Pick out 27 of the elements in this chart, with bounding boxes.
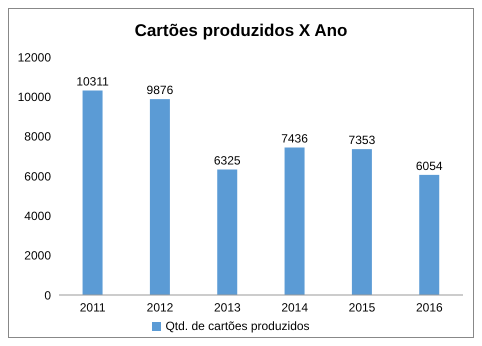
x-tick-label: 2014 — [281, 300, 308, 315]
x-tick-label: 2016 — [416, 300, 444, 315]
y-tick-label: 12000 — [18, 50, 52, 64]
bar — [217, 170, 238, 295]
bar — [284, 148, 305, 295]
data-label: 6054 — [416, 158, 443, 173]
x-tick-label: 2013 — [214, 300, 242, 315]
y-tick-label: 10000 — [18, 90, 52, 104]
data-label: 7353 — [348, 133, 376, 148]
legend-label: Qtd. de cartões produzidos — [165, 319, 310, 333]
chart-title: Cartões produzidos X Ano — [134, 21, 348, 42]
y-tick-label: 8000 — [24, 130, 52, 144]
x-tick-label: 2011 — [80, 300, 106, 315]
data-label: 7436 — [281, 132, 308, 146]
data-label: 10311 — [76, 74, 110, 88]
x-tick-label: 2012 — [146, 300, 174, 315]
x-tick-label: 2015 — [348, 300, 376, 315]
bar — [352, 149, 372, 295]
y-tick-label: 0 — [44, 288, 52, 302]
bar — [82, 90, 103, 295]
bar — [419, 174, 440, 295]
y-tick-label: 6000 — [24, 169, 52, 184]
data-label: 9876 — [146, 83, 174, 98]
y-tick-label: 4000 — [24, 208, 52, 223]
data-label: 6325 — [214, 154, 241, 168]
y-tick-label: 2000 — [24, 248, 52, 263]
bar — [150, 99, 170, 295]
